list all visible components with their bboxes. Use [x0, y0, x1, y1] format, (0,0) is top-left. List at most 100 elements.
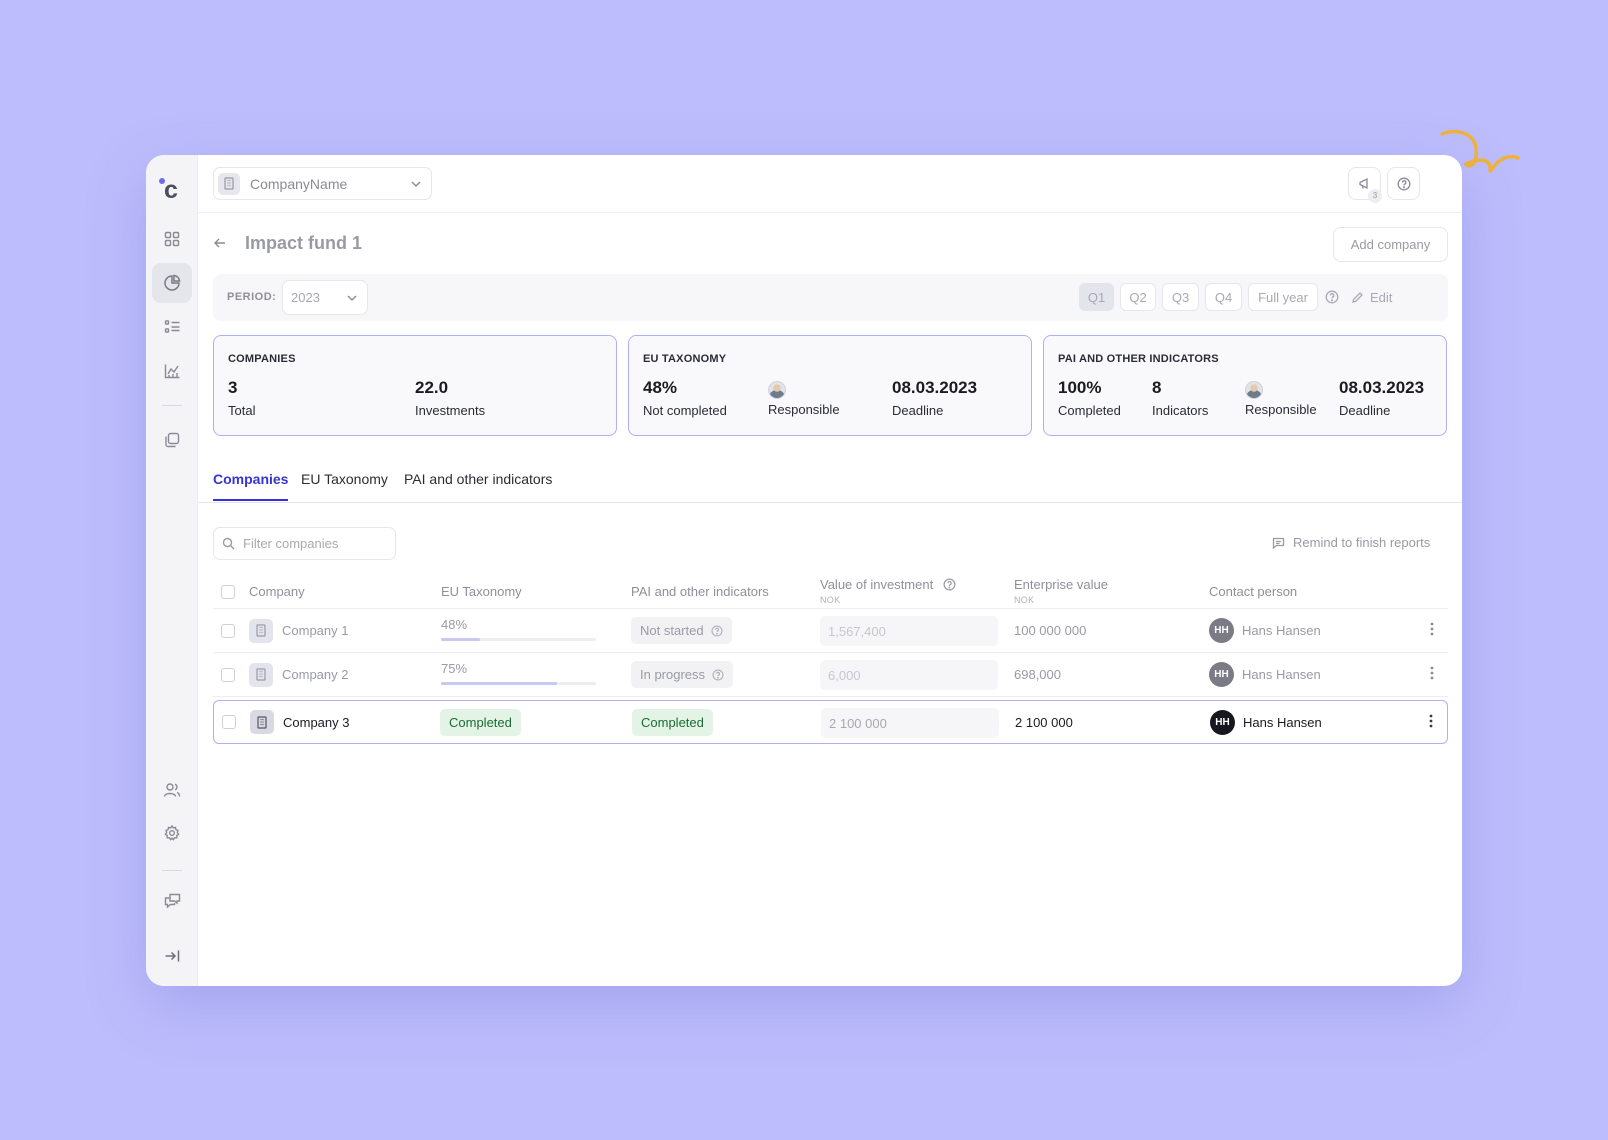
quarter-button-q3[interactable]: Q3 — [1162, 283, 1199, 311]
responsible-label: Responsible — [1245, 402, 1317, 417]
sidebar-item-funds[interactable] — [152, 263, 192, 303]
enterprise-value-cell: 698,000 — [1014, 653, 1061, 696]
sidebar-collapse-button[interactable] — [152, 936, 192, 976]
back-arrow-icon[interactable] — [213, 237, 227, 249]
building-icon — [218, 172, 240, 195]
help-button[interactable] — [1387, 167, 1420, 200]
sidebar-item-analytics[interactable] — [152, 351, 192, 391]
tab-pai-indicators[interactable]: PAI and other indicators — [404, 471, 553, 487]
contact-cell[interactable]: HH Hans Hansen — [1209, 653, 1321, 696]
investment-value-input[interactable]: 6,000 — [820, 660, 998, 690]
progress-track — [441, 682, 596, 685]
copy-icon — [165, 432, 180, 448]
investment-value-input[interactable]: 1,567,400 — [820, 616, 998, 646]
notifications-button[interactable]: 3 — [1348, 167, 1382, 203]
table-row-selected[interactable]: Company 3 Completed Completed 2 100 000 … — [213, 700, 1448, 744]
row-checkbox[interactable] — [221, 668, 235, 682]
enterprise-value-unit: NOK — [1014, 595, 1035, 605]
table-row[interactable]: Company 1 48% Not started 1,567,400 100 … — [213, 609, 1448, 653]
help-circle-icon[interactable] — [711, 624, 723, 637]
filter-companies-input[interactable] — [243, 536, 383, 551]
progress-fill — [441, 638, 480, 641]
contact-name: Hans Hansen — [1242, 667, 1321, 682]
more-options-icon[interactable] — [1430, 622, 1434, 636]
column-header-company[interactable]: Company — [249, 584, 305, 599]
indicators-stat: 8 Indicators — [1152, 376, 1208, 418]
eu-taxonomy-progress: 48% — [441, 617, 596, 641]
help-circle-icon[interactable] — [1325, 290, 1339, 304]
filter-companies[interactable] — [213, 527, 396, 560]
indicators-value: 8 — [1152, 378, 1162, 397]
sidebar-item-settings[interactable] — [152, 813, 192, 853]
building-icon — [250, 710, 274, 734]
contact-cell[interactable]: HH Hans Hansen — [1210, 701, 1322, 743]
status-label: Not started — [640, 623, 704, 638]
investments-stat: 22.0 Investments — [415, 376, 485, 418]
column-header-value-of-investment[interactable]: Value of investment NOK — [820, 577, 956, 605]
quarter-button-q4[interactable]: Q4 — [1205, 283, 1242, 311]
sidebar-item-documents[interactable] — [152, 420, 192, 460]
quarter-button-q2[interactable]: Q2 — [1120, 283, 1156, 311]
tab-companies[interactable]: Companies — [213, 471, 289, 501]
sidebar-item-dashboard[interactable] — [152, 219, 192, 259]
company-name[interactable]: Company 2 — [282, 667, 349, 682]
pai-cell: In progress — [631, 653, 734, 696]
edit-period-button[interactable]: Edit — [1351, 283, 1392, 311]
notifications-count: 3 — [1368, 189, 1382, 203]
column-header-enterprise-value[interactable]: Enterprise value NOK — [1014, 577, 1108, 605]
period-label: PERIOD: — [227, 291, 277, 303]
quarter-button-full-year[interactable]: Full year — [1248, 283, 1318, 311]
company-name[interactable]: Company 1 — [282, 623, 349, 638]
enterprise-value-cell: 2 100 000 — [1015, 701, 1073, 743]
pai-cell: Completed — [632, 701, 713, 743]
more-options-icon[interactable] — [1430, 666, 1434, 680]
period-year-select[interactable]: 2023 — [282, 280, 368, 315]
value-of-investment-label: Value of investment — [820, 577, 934, 592]
app-logo[interactable]: c — [158, 175, 188, 205]
card-title: COMPANIES — [228, 353, 296, 365]
table-row[interactable]: Company 2 75% In progress 6,000 698,000 … — [213, 653, 1448, 697]
company-selector[interactable]: CompanyName — [213, 167, 432, 200]
column-header-eu-taxonomy[interactable]: EU Taxonomy — [441, 584, 522, 599]
deadline-value: 08.03.2023 — [892, 378, 978, 397]
not-completed-value: 48% — [643, 378, 678, 397]
company-name[interactable]: Company 3 — [283, 714, 350, 730]
column-header-pai[interactable]: PAI and other indicators — [631, 584, 769, 599]
eu-taxonomy-progress: 75% — [441, 661, 596, 685]
deadline-label: Deadline — [1339, 403, 1391, 418]
sidebar-item-list[interactable] — [152, 307, 192, 347]
grid-icon — [164, 231, 180, 247]
search-icon — [222, 537, 235, 550]
contact-cell[interactable]: HH Hans Hansen — [1209, 609, 1321, 652]
add-company-button[interactable]: Add company — [1333, 227, 1448, 262]
row-checkbox[interactable] — [222, 715, 236, 729]
decorative-squiggle — [1440, 129, 1520, 173]
top-bar: CompanyName 3 HH — [198, 155, 1462, 213]
more-options-icon[interactable] — [1429, 714, 1433, 728]
eu-taxonomy-cell: Completed — [440, 701, 521, 743]
responsible-avatar[interactable] — [1245, 381, 1263, 399]
row-checkbox[interactable] — [221, 624, 235, 638]
sidebar-item-feedback[interactable] — [152, 881, 192, 921]
select-all-checkbox[interactable] — [221, 585, 235, 599]
column-header-contact[interactable]: Contact person — [1209, 584, 1298, 599]
megaphone-icon — [1358, 177, 1368, 189]
help-circle-icon[interactable] — [943, 578, 956, 591]
progress-fill — [441, 682, 558, 685]
help-circle-icon[interactable] — [712, 668, 724, 681]
tab-eu-taxonomy[interactable]: EU Taxonomy — [301, 471, 388, 487]
deadline-label: Deadline — [892, 403, 944, 418]
responsible-avatar[interactable] — [768, 381, 786, 399]
eu-taxonomy-percent: 48% — [441, 617, 468, 632]
total-value: 3 — [228, 378, 238, 397]
remind-button[interactable]: Remind to finish reports — [1272, 535, 1430, 550]
enterprise-value-label: Enterprise value — [1014, 577, 1108, 592]
status-label: In progress — [640, 667, 706, 682]
not-completed-label: Not completed — [643, 403, 727, 418]
app-window: c — [146, 155, 1462, 986]
investment-value-input[interactable]: 2 100 000 — [821, 708, 999, 738]
quarter-button-q1[interactable]: Q1 — [1079, 283, 1114, 311]
responsible-stat: Responsible — [1245, 376, 1317, 417]
eu-taxonomy-summary-card: EU TAXONOMY 48% Not completed Responsibl… — [628, 335, 1032, 436]
sidebar-item-users[interactable] — [152, 770, 192, 810]
